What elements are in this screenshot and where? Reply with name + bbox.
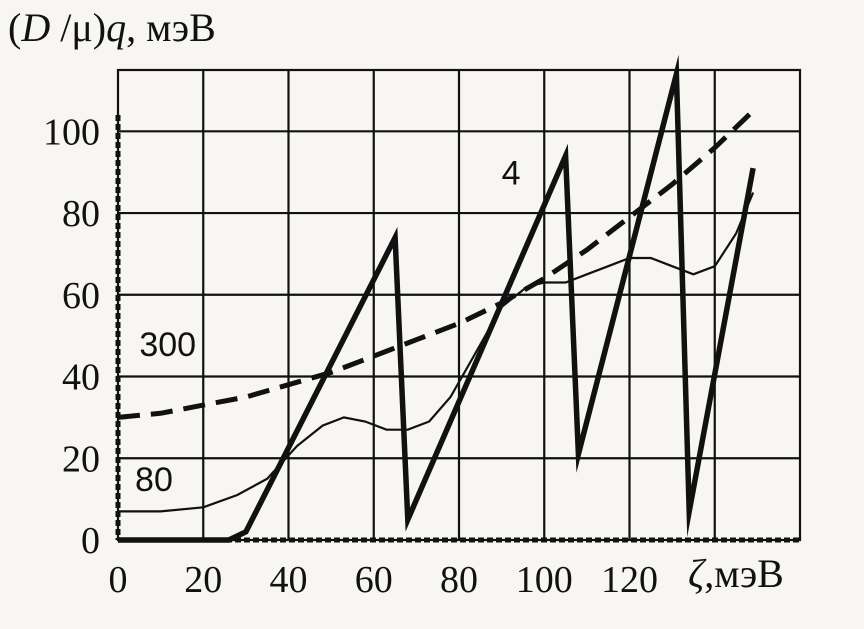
x-axis-unit: ,мэВ	[704, 551, 784, 596]
x-tick-label: 120	[601, 559, 658, 601]
series-line-4	[118, 54, 756, 543]
x-tick-label: 80	[440, 559, 478, 601]
y-axis-symbol-d: D	[21, 5, 51, 50]
y-tick-label: 60	[62, 275, 100, 317]
y-tick-label: 40	[62, 357, 100, 399]
y-axis-symbol-q: q	[106, 5, 127, 50]
series-lines	[117, 54, 756, 543]
x-tick-label: 60	[355, 559, 393, 601]
y-axis-label: (D /μ)q, мэВ	[8, 6, 216, 50]
y-axis-label-open: (	[8, 5, 22, 50]
series-line-300	[117, 109, 755, 420]
y-tick-label: 20	[62, 438, 100, 480]
x-tick-label: 40	[270, 559, 308, 601]
x-tick-labels: 0 20 40 60 80 100 120	[109, 559, 659, 601]
y-tick-label: 80	[62, 193, 100, 235]
x-axis-symbol-zeta: ζ	[688, 551, 705, 596]
x-tick-label: 100	[516, 559, 573, 601]
curve-labels: 4 80 300	[135, 154, 520, 499]
x-axis-label: ζ,мэВ	[688, 552, 784, 596]
x-tick-label: 0	[109, 559, 128, 601]
y-tick-labels: 0 20 40 60 80 100	[43, 111, 100, 562]
x-tick-label: 20	[184, 559, 222, 601]
curve-label-80: 80	[135, 461, 173, 499]
curve-label-4: 4	[502, 154, 521, 192]
y-axis-symbol-mu: /μ)	[50, 5, 107, 50]
y-tick-label: 0	[81, 520, 100, 562]
y-tick-label: 100	[43, 111, 100, 153]
curve-label-300: 300	[139, 326, 196, 364]
series-line-80	[118, 192, 755, 513]
y-axis-unit: , мэВ	[126, 5, 216, 50]
